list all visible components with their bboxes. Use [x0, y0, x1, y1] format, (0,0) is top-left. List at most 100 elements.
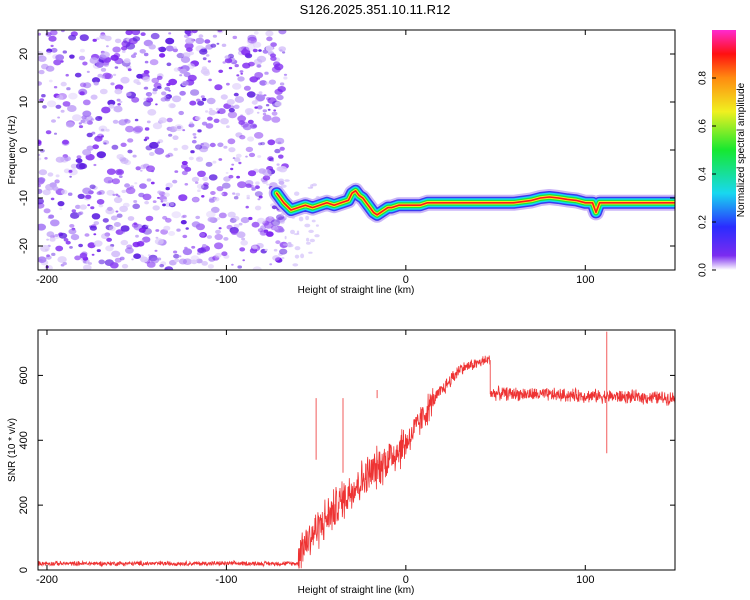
noise-blob [39, 98, 45, 102]
spectrogram-y-tick-label: -20 [18, 238, 30, 254]
snr-frame [37, 329, 676, 571]
noise-blob [38, 153, 41, 157]
noise-blob [220, 192, 224, 196]
noise-blob [78, 243, 83, 248]
noise-blob [109, 262, 119, 269]
noise-blob [154, 147, 165, 155]
noise-blob [215, 107, 220, 111]
spectrogram-frame [37, 29, 676, 271]
noise-blob [119, 231, 124, 234]
noise-blob [279, 146, 285, 151]
noise-blob [236, 175, 241, 179]
noise-blob [121, 263, 129, 269]
noise-blob [96, 191, 102, 196]
noise-blob [197, 170, 206, 177]
noise-blob [38, 169, 48, 176]
noise-blob [143, 52, 149, 57]
noise-blob [58, 232, 68, 239]
noise-blob [226, 125, 230, 129]
noise-blob [132, 203, 140, 210]
noise-blob [300, 253, 305, 259]
noise-blob [118, 175, 123, 179]
noise-blob [114, 257, 122, 263]
noise-blob [217, 142, 224, 148]
noise-blob [121, 189, 127, 194]
noise-blob [196, 252, 201, 255]
noise-blob [258, 91, 263, 95]
noise-blob [283, 76, 288, 80]
noise-blob [239, 135, 246, 140]
noise-blob [67, 192, 73, 196]
noise-blob [274, 148, 281, 154]
noise-blob [211, 206, 220, 213]
noise-blob [246, 194, 250, 198]
noise-blob [133, 125, 144, 133]
noise-blob [237, 181, 247, 189]
noise-blob [50, 44, 54, 48]
noise-blob [181, 160, 188, 166]
noise-blob [79, 48, 85, 53]
noise-blob [150, 181, 155, 185]
noise-blob [104, 35, 112, 42]
noise-blob [82, 99, 91, 106]
noise-blob [67, 105, 77, 112]
noise-blob [125, 30, 133, 36]
noise-blob [273, 226, 279, 230]
noise-blob [241, 237, 246, 241]
noise-blob [50, 197, 55, 201]
noise-blob [197, 189, 201, 192]
noise-blob [205, 161, 213, 167]
noise-blob [187, 74, 197, 82]
noise-blob [308, 229, 314, 233]
noise-blob [144, 201, 150, 205]
noise-blob [182, 129, 186, 132]
noise-blob [210, 43, 217, 48]
noise-blob [93, 221, 100, 226]
snr-panel: -200 -100 0 100 0 200 400 600 Height of straig… [7, 329, 676, 596]
noise-blob [176, 228, 181, 232]
signal-track-core [275, 190, 675, 216]
noise-blob [251, 187, 256, 191]
noise-blob [84, 233, 90, 237]
noise-blob [199, 232, 206, 237]
noise-blob [120, 142, 127, 147]
noise-blob [127, 216, 135, 221]
noise-blob [190, 150, 195, 154]
noise-blob [255, 181, 260, 185]
noise-blob [81, 115, 87, 120]
noise-blob [70, 163, 78, 169]
noise-blob [195, 144, 203, 150]
noise-blob [62, 101, 71, 107]
noise-blob [115, 193, 119, 196]
noise-blob [168, 133, 173, 137]
noise-blob [133, 253, 142, 259]
noise-blob [166, 62, 172, 67]
noise-blob [231, 263, 234, 266]
noise-blob [232, 83, 242, 90]
noise-blob [148, 93, 152, 96]
noise-blob [244, 108, 254, 115]
noise-blob [77, 193, 85, 199]
noise-blob [207, 217, 215, 223]
noise-blob [135, 166, 141, 171]
noise-blob [89, 57, 99, 64]
noise-blob [284, 235, 287, 240]
noise-blob [234, 157, 241, 162]
noise-blob [157, 141, 161, 144]
noise-blob [165, 94, 172, 99]
noise-blob [133, 200, 138, 203]
noise-blob [181, 170, 188, 176]
noise-blob [132, 241, 141, 248]
spectrogram-y-tick-label: 0 [18, 147, 30, 153]
noise-blob [205, 123, 214, 129]
noise-blob [236, 74, 240, 77]
noise-blob [218, 227, 222, 230]
noise-blob [125, 125, 135, 133]
noise-blob [308, 251, 313, 254]
noise-blob [162, 203, 166, 207]
noise-blob [251, 221, 260, 228]
noise-blob [131, 222, 139, 228]
noise-blob [140, 256, 149, 263]
noise-blob [215, 252, 222, 258]
noise-blob [165, 45, 174, 52]
